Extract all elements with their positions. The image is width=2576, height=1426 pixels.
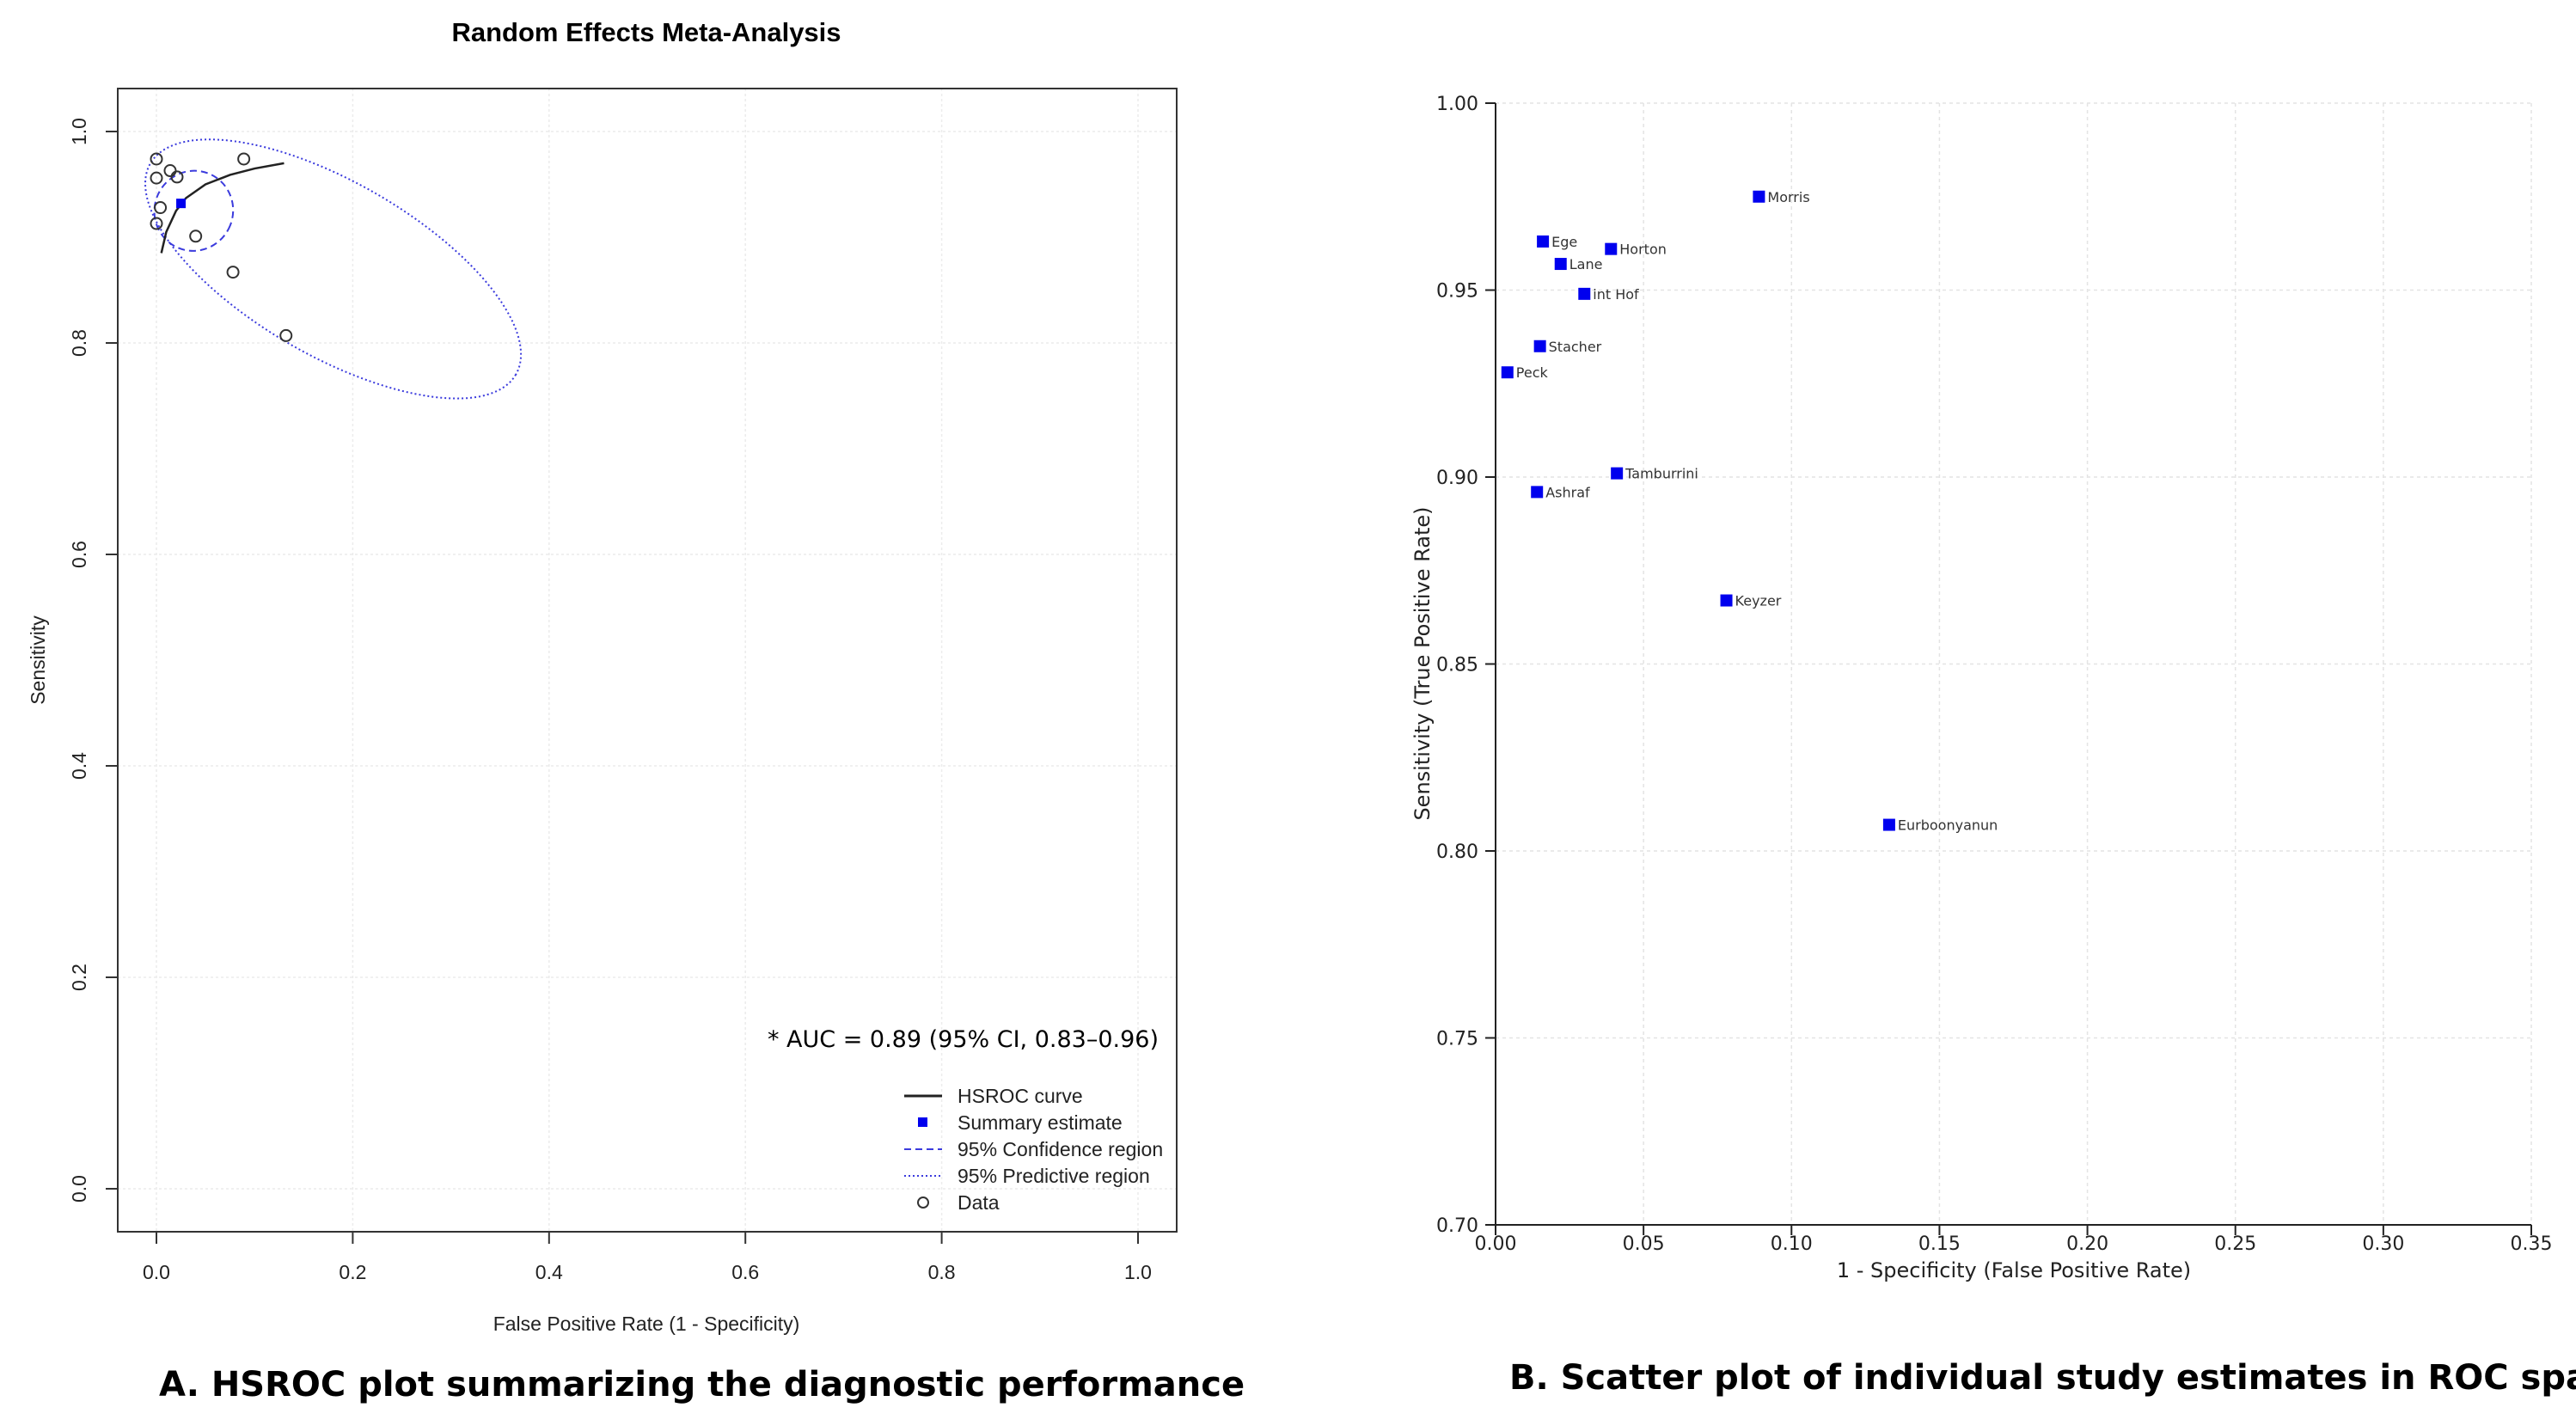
- hsroc-data-point: [163, 164, 177, 178]
- study-point-label: Keyzer: [1735, 593, 1782, 609]
- predictive-region: [144, 138, 523, 400]
- study-point-marker: [1533, 340, 1546, 352]
- hsroc-regions: [144, 138, 523, 400]
- hsroc-data-point: [150, 171, 163, 185]
- study-point-marker: [1605, 242, 1618, 255]
- hsroc-legend: HSROC curve Summary estimate 95% Confide…: [904, 1085, 1163, 1214]
- hsroc-x-tick-label: 1.0: [1124, 1261, 1152, 1283]
- hsroc-x-tick-label: 0.8: [928, 1261, 956, 1283]
- hsroc-data-point: [237, 152, 251, 166]
- hsroc-data-points: [150, 152, 293, 342]
- hsroc-data-point: [279, 328, 293, 342]
- study-point-marker: [1554, 258, 1567, 271]
- roc-scatter-x-axis-label: 1 - Specificity (False Positive Rate): [1837, 1258, 2191, 1282]
- hsroc-x-axis-label: False Positive Rate (1 - Specificity): [493, 1313, 800, 1335]
- confidence-region: [153, 169, 235, 252]
- roc-scatter-x-tick-label: 0.05: [1623, 1233, 1665, 1255]
- hsroc-data-point: [154, 201, 168, 215]
- legend-confidence-label: 95% Confidence region: [958, 1138, 1163, 1160]
- study-point-marker: [1611, 467, 1624, 480]
- hsroc-data-point: [150, 152, 163, 166]
- hsroc-x-tick-label: 0.2: [339, 1261, 366, 1283]
- hsroc-curve: [160, 162, 285, 254]
- roc-scatter-y-tick-label: 0.75: [1436, 1029, 1478, 1050]
- legend-data-swatch: [917, 1196, 929, 1209]
- roc-scatter-y-tick-label: 0.70: [1436, 1215, 1478, 1237]
- study-point-label: Tamburrini: [1625, 466, 1698, 482]
- hsroc-curve-group: [160, 162, 285, 254]
- roc-scatter-y-tick-label: 0.95: [1436, 281, 1478, 303]
- hsroc-y-tick-label: 1.0: [68, 118, 90, 145]
- study-point-label: Ashraf: [1545, 484, 1590, 500]
- study-point-label: Peck: [1516, 364, 1549, 381]
- roc-scatter-x-tick-label: 0.00: [1475, 1233, 1517, 1255]
- hsroc-data-point: [150, 217, 163, 230]
- study-point-marker: [1537, 235, 1550, 248]
- roc-scatter-x-tick-label: 0.20: [2066, 1233, 2108, 1255]
- roc-scatter-panel: 0.00 0.05 0.10 0.15 0.20 0.25 0.30 0.35 0.70 0.75…: [1410, 94, 2552, 1282]
- study-point-label: Stacher: [1549, 339, 1602, 355]
- roc-scatter-x-tick-label: 0.30: [2362, 1233, 2404, 1255]
- legend-summary-swatch: [918, 1117, 927, 1127]
- auc-annotation: * AUC = 0.89 (95% CI, 0.83–0.96): [768, 1026, 1159, 1053]
- panel-b-caption: B. Scatter plot of individual study esti…: [1509, 1358, 2576, 1398]
- study-point-label: Morris: [1767, 189, 1809, 205]
- hsroc-x-tick-label: 0.6: [731, 1261, 759, 1283]
- hsroc-y-tick-label: 0.2: [68, 964, 90, 991]
- study-point-marker: [1578, 287, 1591, 300]
- roc-scatter-y-axis-label: Sensitivity (True Positive Rate): [1410, 506, 1435, 820]
- summary-estimate-marker: [176, 199, 187, 209]
- roc-scatter-y-tick-label: 0.80: [1436, 842, 1478, 863]
- hsroc-y-axis-label: Sensitivity: [27, 615, 49, 705]
- study-point-marker: [1753, 190, 1765, 203]
- hsroc-y-tick-label: 0.8: [68, 329, 90, 357]
- hsroc-y-tick-label: 0.4: [68, 752, 90, 780]
- legend-data-label: Data: [958, 1191, 1000, 1214]
- roc-scatter-y-tick-label: 0.90: [1436, 468, 1478, 489]
- study-point-label: Horton: [1619, 242, 1667, 258]
- roc-scatter-y-tick-label: 0.85: [1436, 655, 1478, 676]
- study-point-label: Eurboonyanun: [1898, 817, 1998, 834]
- hsroc-x-tick-label: 0.0: [143, 1261, 170, 1283]
- study-point-marker: [1720, 594, 1733, 607]
- hsroc-plot-frame: [117, 88, 1178, 1233]
- study-point-marker: [1882, 818, 1895, 831]
- study-point-label: Lane: [1569, 256, 1603, 272]
- panel-a-caption: A. HSROC plot summarizing the diagnostic…: [159, 1365, 1245, 1405]
- hsroc-y-tick-label: 0.6: [68, 541, 90, 568]
- hsroc-x-tick-label: 0.4: [535, 1261, 563, 1283]
- study-point-marker: [1501, 366, 1514, 379]
- roc-scatter-x-tick-label: 0.10: [1771, 1233, 1813, 1255]
- study-point-label: Ege: [1551, 234, 1577, 250]
- hsroc-data-point: [170, 170, 184, 184]
- hsroc-data-point: [226, 266, 240, 279]
- roc-scatter-x-tick-label: 0.25: [2214, 1233, 2256, 1255]
- hsroc-grid: [118, 89, 1177, 1232]
- hsroc-data-point: [189, 230, 203, 243]
- hsroc-panel: Random Effects Meta-Analysis 0.0 0.2 0.4 0.…: [27, 17, 1178, 1335]
- study-point-label: int Hof: [1593, 286, 1639, 303]
- legend-summary-label: Summary estimate: [958, 1111, 1123, 1134]
- hsroc-ticks: 0.0 0.2 0.4 0.6 0.8 1.0 0.0 0.2 0.4 0.6 0.8 1.0: [68, 118, 1152, 1283]
- hsroc-y-tick-label: 0.0: [68, 1175, 90, 1203]
- roc-scatter-ticks: 0.00 0.05 0.10 0.15 0.20 0.25 0.30 0.35 0.70 0.75…: [1436, 94, 2552, 1255]
- roc-scatter-y-tick-label: 1.00: [1436, 94, 1478, 115]
- hsroc-title: Random Effects Meta-Analysis: [451, 17, 841, 47]
- legend-predictive-label: 95% Predictive region: [958, 1165, 1150, 1187]
- roc-scatter-x-tick-label: 0.35: [2511, 1233, 2553, 1255]
- roc-scatter-x-tick-label: 0.15: [1918, 1233, 1961, 1255]
- study-point-marker: [1531, 486, 1544, 499]
- legend-hsroc-label: HSROC curve: [958, 1085, 1083, 1107]
